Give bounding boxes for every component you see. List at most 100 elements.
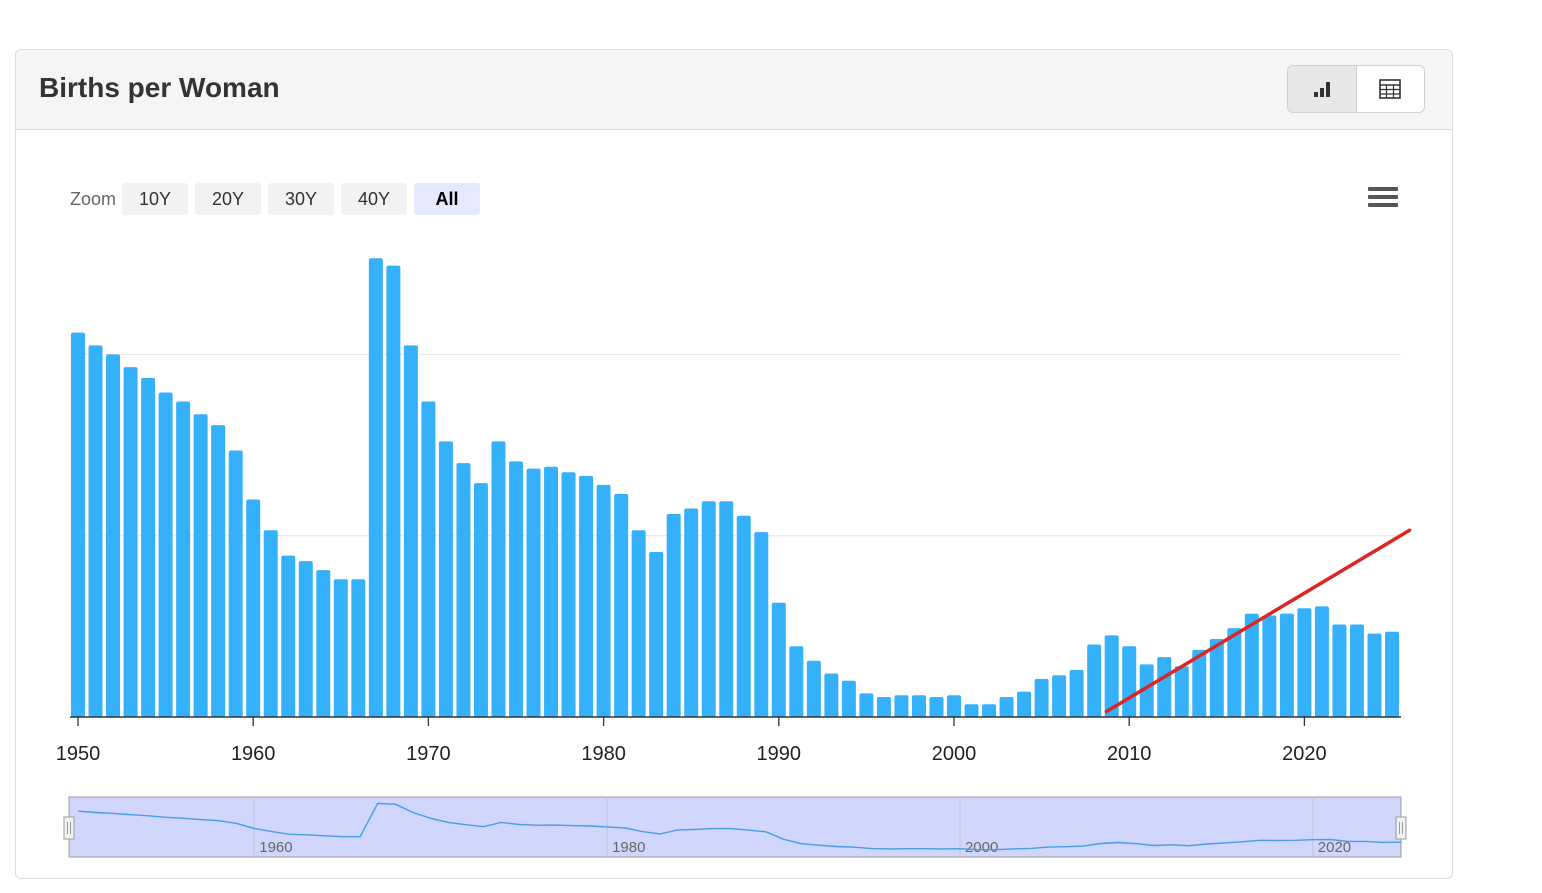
- bar-1962: [281, 555, 296, 717]
- chart-view-button[interactable]: [1288, 66, 1357, 112]
- bar-1987: [719, 501, 734, 717]
- bar-1978: [561, 472, 576, 717]
- bar-1964: [316, 570, 331, 717]
- bar-2025: [1385, 631, 1399, 717]
- bar-2004: [1017, 691, 1032, 717]
- bar-2008: [1087, 644, 1102, 717]
- zoom-20y-button[interactable]: 20Y: [195, 183, 262, 215]
- bar-2020: [1297, 608, 1312, 717]
- bar-1950: [71, 332, 85, 717]
- bar-1966: [351, 579, 366, 717]
- x-tick-label-1960: 1960: [231, 743, 276, 765]
- bar-1976: [526, 468, 541, 717]
- bar-2003: [999, 697, 1014, 717]
- bar-1968: [386, 265, 401, 717]
- bar-1977: [544, 466, 559, 717]
- navigator-series: [77, 802, 1402, 851]
- bar-2000: [947, 695, 961, 717]
- zoom-10y-button[interactable]: 10Y: [122, 183, 189, 215]
- bar-2021: [1314, 606, 1329, 717]
- bar-2024: [1367, 633, 1382, 717]
- bar-1961: [263, 530, 278, 717]
- navigator-label-2020: 2020: [1318, 839, 1351, 856]
- bar-1988: [736, 515, 751, 717]
- bar-1984: [666, 513, 681, 717]
- bar-2015: [1209, 639, 1224, 717]
- bar-1981: [614, 494, 629, 717]
- bar-1974: [491, 441, 506, 717]
- bar-2014: [1192, 649, 1207, 717]
- bar-1971: [438, 441, 453, 717]
- bar-1963: [298, 561, 313, 717]
- x-tick-label-2010: 2010: [1107, 743, 1152, 765]
- bar-1991: [789, 646, 804, 717]
- bar-1951: [88, 345, 103, 717]
- navigator-window: [68, 796, 1402, 858]
- bar-1983: [649, 552, 664, 717]
- bar-1952: [106, 354, 121, 717]
- bar-2011: [1139, 664, 1154, 717]
- bar-1975: [509, 461, 523, 717]
- bar-1953: [123, 367, 138, 717]
- bar-2023: [1349, 624, 1364, 717]
- bar-2017: [1244, 613, 1259, 717]
- zoom-bar: Zoom 10Y 20Y 30Y 40Y All: [70, 183, 487, 215]
- bar-2001: [964, 704, 979, 717]
- x-tick-label-1990: 1990: [757, 743, 802, 765]
- bar-1990: [771, 602, 786, 717]
- trend-line: [1104, 528, 1412, 714]
- bar-1995: [859, 693, 874, 717]
- x-tick-label-2020: 2020: [1282, 743, 1327, 765]
- zoom-all-button[interactable]: All: [414, 183, 481, 215]
- bar-1960: [246, 499, 261, 717]
- bar-1998: [911, 695, 926, 717]
- navigator-label-1980: 1980: [612, 839, 645, 856]
- chart-card: Births per Woman: [15, 49, 1453, 879]
- navigator-right-handle[interactable]: [1395, 816, 1407, 840]
- zoom-label: Zoom: [70, 188, 117, 209]
- bar-2019: [1279, 613, 1294, 717]
- x-tick-label-1950: 1950: [56, 743, 101, 765]
- bar-1972: [456, 463, 471, 717]
- navigator-left-handle[interactable]: [63, 816, 75, 840]
- bar-1992: [806, 660, 821, 717]
- bar-1982: [631, 530, 646, 717]
- bar-1973: [473, 483, 488, 717]
- bar-2007: [1069, 669, 1084, 717]
- navigator-label-2000: 2000: [965, 839, 998, 856]
- navigator-label-1960: 1960: [259, 839, 292, 856]
- bar-1956: [176, 401, 191, 717]
- bar-2005: [1034, 678, 1049, 717]
- bar-1980: [596, 484, 611, 717]
- bar-1989: [754, 532, 769, 717]
- bar-1967: [368, 258, 383, 717]
- bar-1997: [894, 695, 909, 717]
- bar-1955: [158, 392, 173, 717]
- hamburger-menu-icon[interactable]: [1368, 187, 1398, 211]
- bar-2010: [1122, 646, 1137, 717]
- bar-2018: [1262, 615, 1277, 717]
- bar-2016: [1227, 628, 1242, 717]
- view-toggle: [1287, 65, 1425, 113]
- bar-1969: [403, 345, 418, 717]
- zoom-30y-button[interactable]: 30Y: [268, 183, 335, 215]
- bar-2012: [1157, 657, 1172, 717]
- bar-chart-icon: [1313, 82, 1330, 97]
- bar-2009: [1104, 635, 1119, 717]
- bar-1965: [333, 579, 348, 717]
- table-view-button[interactable]: [1357, 66, 1425, 112]
- bar-1957: [193, 414, 208, 717]
- bar-1954: [141, 377, 156, 717]
- bar-2013: [1174, 666, 1189, 717]
- zoom-40y-button[interactable]: 40Y: [341, 183, 408, 215]
- table-icon: [1379, 79, 1402, 99]
- bar-1959: [228, 450, 243, 717]
- x-tick-label-1980: 1980: [581, 743, 626, 765]
- bar-2006: [1052, 675, 1067, 717]
- bar-1993: [824, 673, 839, 717]
- bar-1994: [841, 680, 856, 717]
- page-title: Births per Woman: [39, 72, 280, 103]
- bar-1999: [929, 697, 944, 717]
- bar-1985: [684, 508, 699, 717]
- card-header: Births per Woman: [16, 50, 1452, 130]
